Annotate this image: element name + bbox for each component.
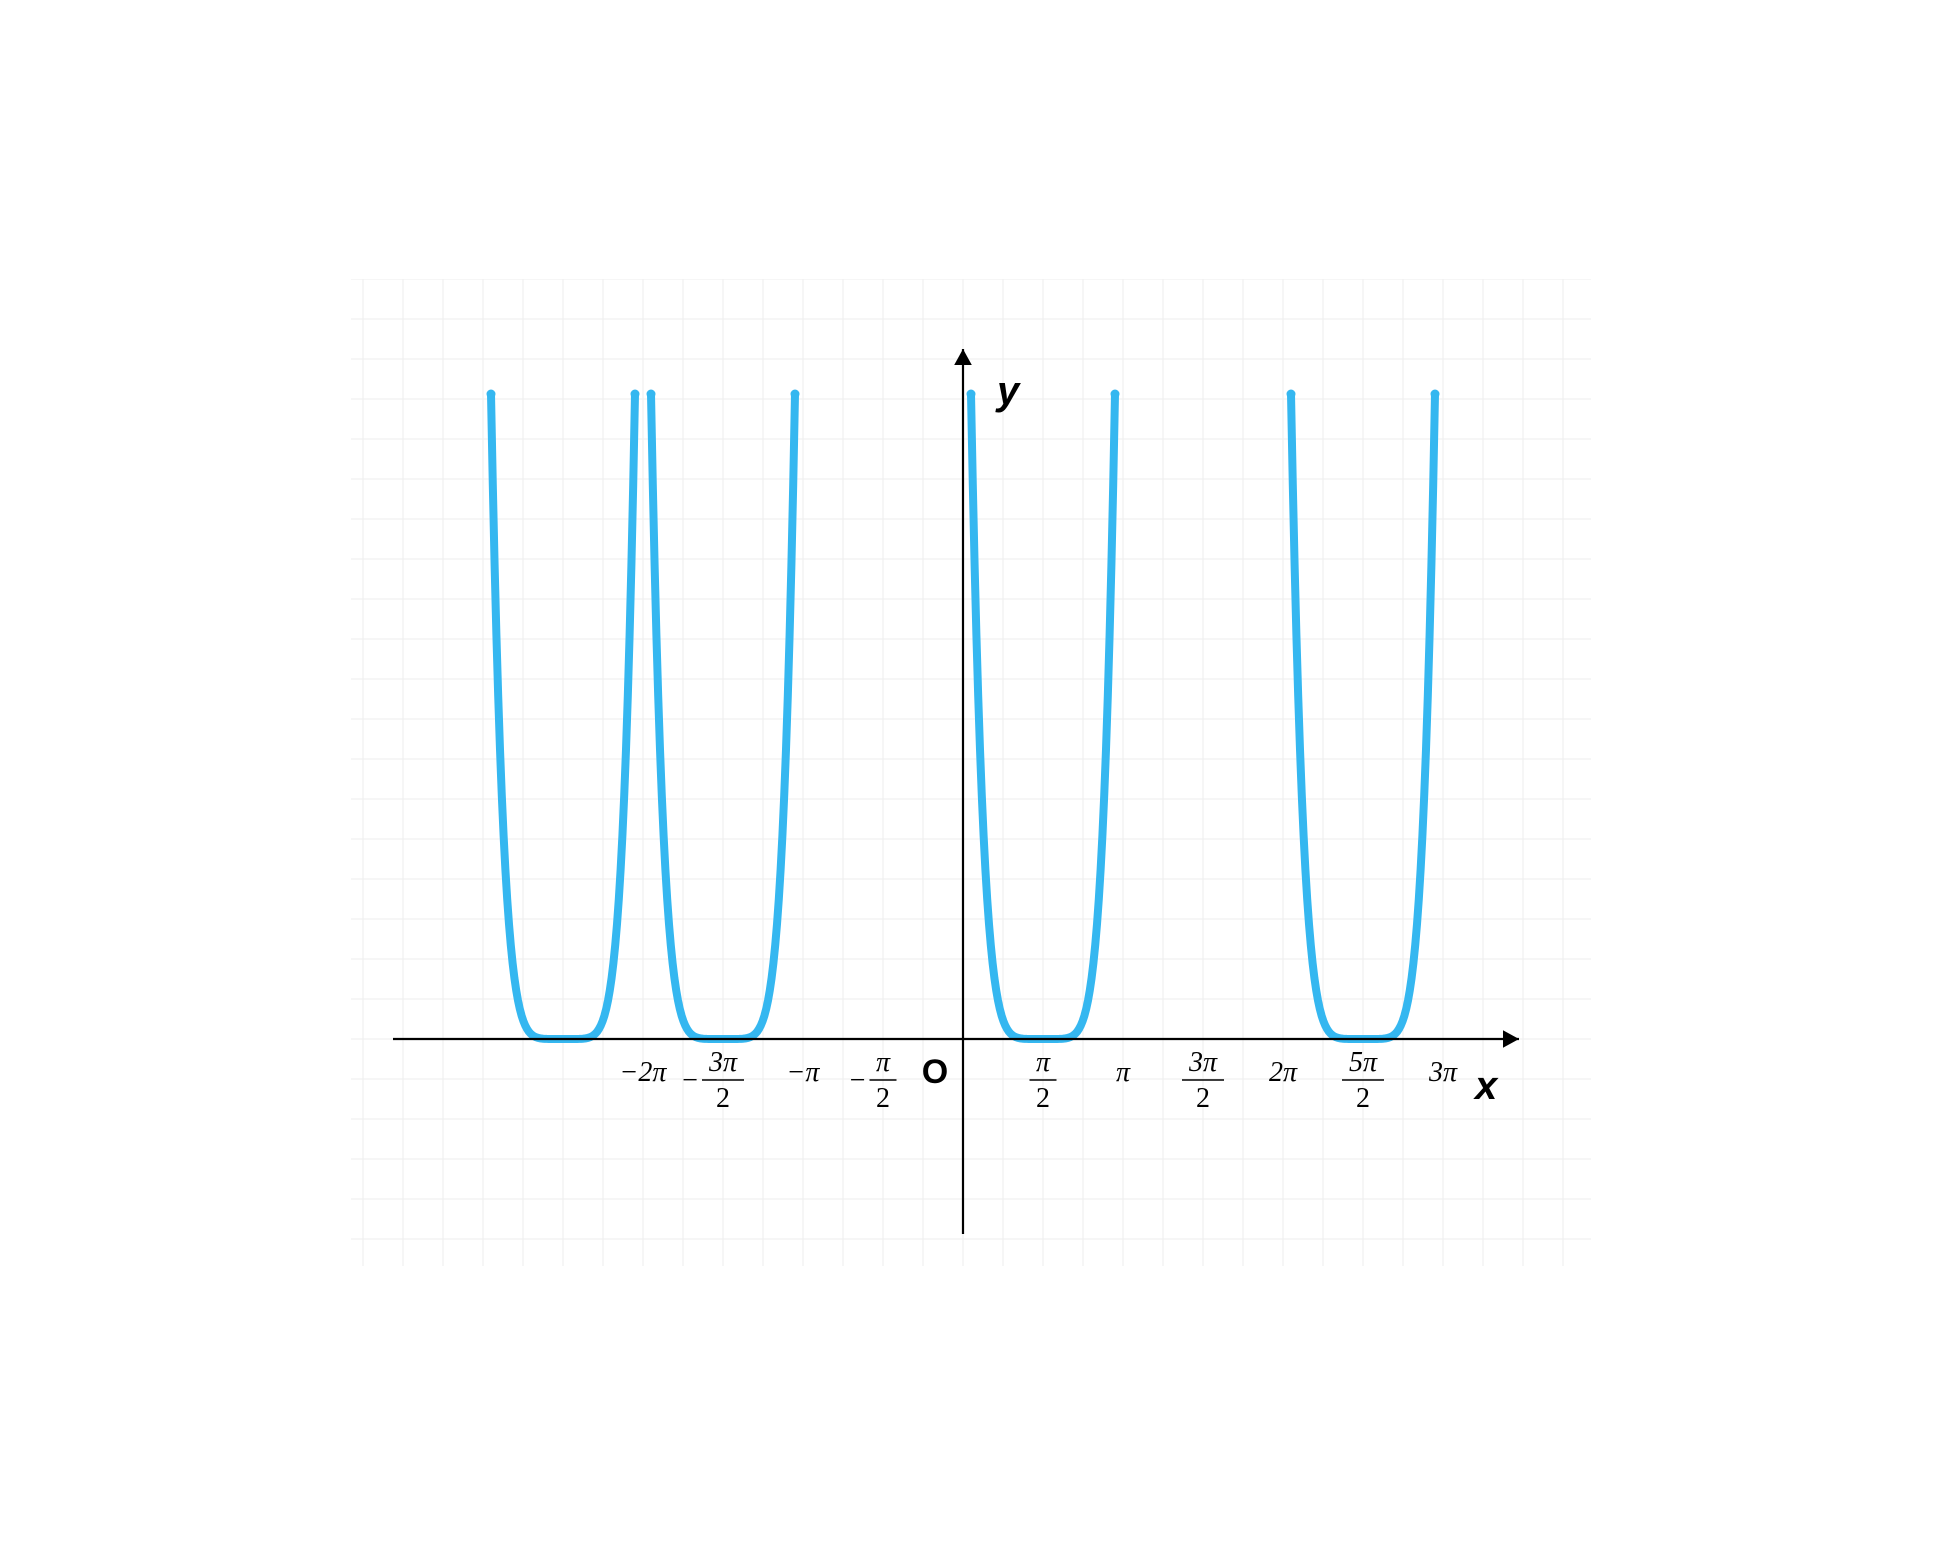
curve-endpoint: [1430, 390, 1439, 399]
svg-text:π: π: [875, 1047, 890, 1078]
curve-endpoint: [966, 390, 975, 399]
svg-text:π: π: [1115, 1057, 1130, 1088]
curve-endpoint: [646, 390, 655, 399]
x-tick-label: π: [1115, 1057, 1130, 1088]
chart-svg: yxO−2π−3π2−π−π2π2π3π22π5π23π: [351, 279, 1591, 1266]
chart-container: yxO−2π−3π2−π−π2π2π3π22π5π23π: [351, 279, 1591, 1266]
x-tick-label: −π: [786, 1057, 820, 1088]
svg-text:5π: 5π: [1348, 1047, 1377, 1078]
y-axis-label: y: [995, 369, 1021, 413]
curve-endpoint: [630, 390, 639, 399]
svg-text:2: 2: [1036, 1083, 1050, 1114]
svg-text:−: −: [682, 1065, 698, 1096]
svg-text:2π: 2π: [1268, 1057, 1297, 1088]
curve-endpoint: [1110, 390, 1119, 399]
x-tick-label: 3π: [1427, 1057, 1457, 1088]
x-tick-label: 2π: [1268, 1057, 1297, 1088]
svg-text:−: −: [849, 1065, 865, 1096]
svg-text:2: 2: [876, 1083, 890, 1114]
svg-text:−2π: −2π: [619, 1057, 667, 1088]
x-tick-label: −2π: [619, 1057, 667, 1088]
svg-text:2: 2: [1356, 1083, 1370, 1114]
svg-text:−π: −π: [786, 1057, 820, 1088]
svg-text:2: 2: [1196, 1083, 1210, 1114]
svg-text:π: π: [1035, 1047, 1050, 1078]
curve-endpoint: [486, 390, 495, 399]
curve-endpoint: [1286, 390, 1295, 399]
x-axis-label: x: [1473, 1064, 1499, 1108]
svg-text:3π: 3π: [1427, 1057, 1457, 1088]
svg-text:3π: 3π: [707, 1047, 737, 1078]
origin-label: O: [921, 1053, 947, 1091]
svg-text:3π: 3π: [1187, 1047, 1217, 1078]
svg-text:2: 2: [716, 1083, 730, 1114]
curve-endpoint: [790, 390, 799, 399]
